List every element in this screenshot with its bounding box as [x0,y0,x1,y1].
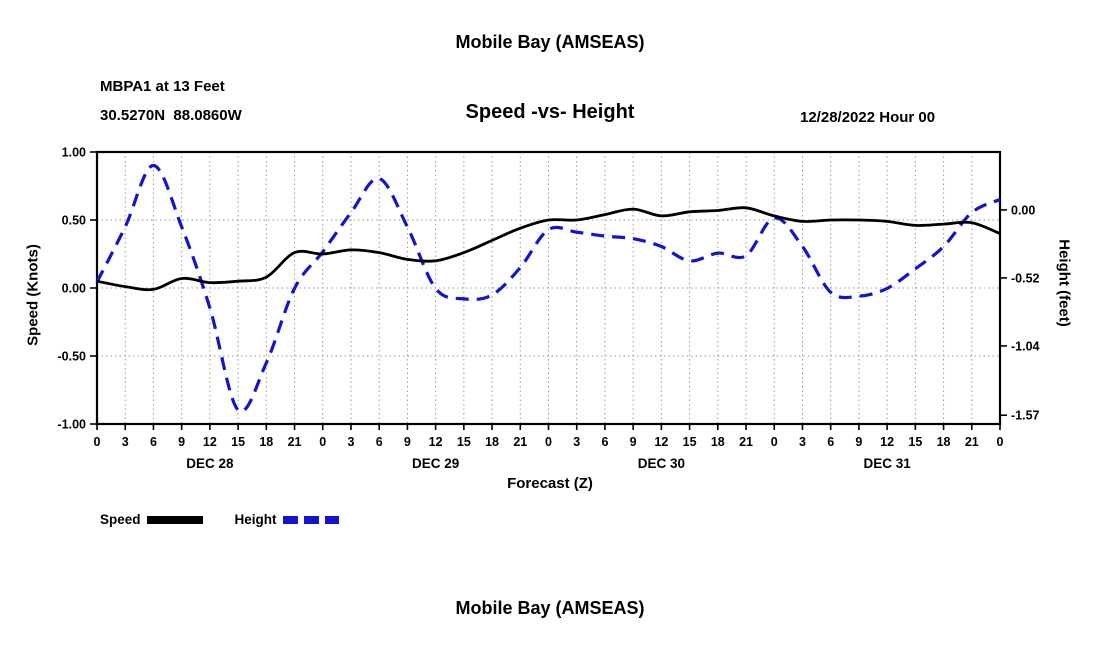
station-coordinates-label: 30.5270N 88.0860W [100,107,242,124]
y-right-tick-label: 0.00 [1011,203,1035,217]
x-tick-label: 15 [908,435,922,449]
x-tick-label: 9 [855,435,862,449]
speed-line [96,206,1001,292]
y-left-tick-label: 1.00 [62,146,86,160]
day-label: DEC 31 [863,456,911,471]
x-tick-label: 6 [827,435,834,449]
x-tick-label: 21 [965,435,979,449]
y-right-tick-label: -1.04 [1011,339,1040,353]
chart-title-top: Mobile Bay (AMSEAS) [455,32,645,52]
x-tick-label: 21 [739,435,753,449]
legend-label-speed: Speed [100,512,141,527]
x-tick-label: 18 [259,435,273,449]
x-tick-label: 9 [404,435,411,449]
speed-line-swatch [146,515,203,524]
x-tick-label: 12 [654,435,668,449]
legend: Speed Height [100,512,339,527]
height-line-swatch [282,515,339,524]
x-tick-label: 0 [94,435,101,449]
plot-frame [95,150,1002,426]
x-tick-label: 3 [799,435,806,449]
y-right-tick-label: -1.57 [1011,409,1040,423]
day-label: DEC 28 [186,456,234,471]
x-tick-label: 15 [683,435,697,449]
day-label: DEC 29 [412,456,459,471]
x-tick-label: 18 [485,435,499,449]
x-tick-label: 12 [429,435,443,449]
x-tick-label: 21 [288,435,302,449]
x-tick-label: 18 [711,435,725,449]
chart-title-bottom: Mobile Bay (AMSEAS) [455,598,645,618]
height-line [95,163,1001,414]
y-right-tick-label: -0.52 [1011,271,1040,285]
y-left-tick-label: -0.50 [58,350,87,364]
forecast-run-time-label: 12/28/2022 Hour 00 [800,109,936,126]
x-tick-label: 0 [319,435,326,449]
x-tick-label: 0 [771,435,778,449]
chart-subtitle: Speed -vs- Height [465,101,635,123]
station-id-label: MBPA1 at 13 Feet [100,78,225,95]
x-tick-label: 6 [150,435,157,449]
x-tick-label: 15 [231,435,245,449]
x-tick-label: 0 [997,435,1004,449]
y-left-tick-label: 0.00 [62,282,86,296]
x-tick-label: 9 [630,435,637,449]
x-tick-label: 18 [937,435,951,449]
x-tick-label: 15 [457,435,471,449]
y-left-tick-label: -1.00 [58,418,87,432]
x-axis-label: Forecast (Z) [507,475,593,492]
x-tick-label: 6 [601,435,608,449]
x-tick-label: 21 [513,435,527,449]
x-tick-label: 3 [573,435,580,449]
x-tick-label: 3 [122,435,129,449]
x-tick-label: 12 [880,435,894,449]
y-left-tick-label: 0.50 [62,214,86,228]
x-tick-label: 6 [376,435,383,449]
x-tick-label: 0 [545,435,552,449]
x-tick-label: 12 [203,435,217,449]
legend-label-height: Height [234,512,277,527]
day-label: DEC 30 [638,456,685,471]
x-tick-label: 9 [178,435,185,449]
x-tick-label: 3 [347,435,354,449]
